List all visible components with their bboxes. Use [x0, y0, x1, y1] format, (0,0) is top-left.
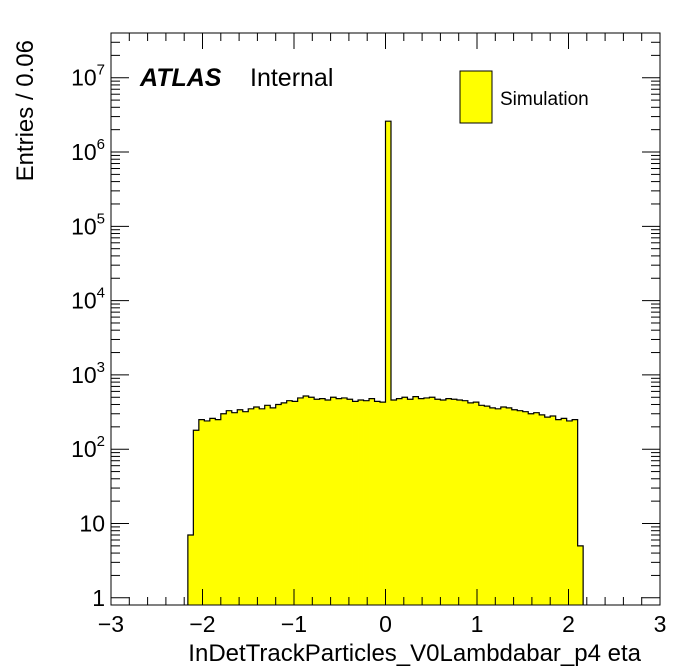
y-tick-label: 10	[79, 511, 105, 537]
histogram-bar	[418, 398, 425, 605]
y-tick-label: 105	[71, 210, 105, 239]
histogram-bar	[423, 397, 430, 605]
histogram-bar	[319, 398, 326, 605]
histogram-bar	[292, 401, 299, 605]
histogram-bar	[358, 399, 364, 605]
histogram-bar	[462, 400, 469, 605]
histogram-bar	[297, 397, 304, 605]
histogram-bar	[325, 399, 331, 605]
histogram-bar	[336, 398, 342, 605]
histogram-bar	[434, 399, 441, 605]
histogram-bar	[264, 405, 271, 605]
histogram-bar	[248, 408, 255, 605]
histogram-bar	[226, 410, 233, 605]
x-axis: −3 −2 −1 0 1 2 3	[98, 33, 667, 637]
histogram-bar	[401, 397, 408, 605]
histogram-bar	[390, 399, 397, 605]
histogram-bar	[522, 411, 529, 605]
histogram-bar	[220, 413, 227, 605]
histogram-outline	[187, 120, 584, 605]
histogram-bar	[352, 401, 359, 605]
histogram-bar	[440, 399, 447, 605]
histogram-bar	[412, 396, 419, 605]
histogram-bar	[193, 430, 200, 605]
histogram-bar	[237, 409, 244, 605]
legend-label: Simulation	[500, 89, 589, 110]
histogram-bar	[456, 399, 463, 605]
x-tick-label: 0	[379, 611, 392, 637]
histogram-bar	[187, 535, 194, 605]
histogram-bar	[478, 405, 485, 605]
histogram-bar	[500, 406, 507, 605]
x-axis-label: InDetTrackParticles_V0Lambdabar_p4 eta	[188, 640, 641, 667]
x-tick-label: 2	[562, 611, 575, 637]
histogram-bar	[489, 407, 496, 605]
histogram-bar	[517, 410, 524, 605]
atlas-label: ATLAS	[139, 64, 222, 92]
internal-label: Internal	[250, 64, 333, 92]
legend-swatch	[459, 70, 493, 124]
histogram-bar	[539, 414, 546, 605]
histogram-bar	[544, 417, 551, 605]
histogram-bar	[467, 402, 474, 605]
histogram-bar	[385, 121, 392, 605]
plot-frame	[110, 32, 661, 606]
histogram-bar	[275, 404, 282, 605]
y-tick-label: 106	[71, 136, 105, 165]
histogram-bar	[484, 406, 491, 605]
histogram-bar	[270, 407, 277, 605]
histogram-bar	[242, 411, 249, 605]
histogram-bar	[341, 397, 348, 605]
histogram-bar	[533, 412, 540, 605]
histogram-bar	[566, 420, 573, 605]
y-tick-label: 1	[92, 585, 105, 611]
histogram-bar	[281, 402, 288, 605]
histogram-bar	[550, 415, 557, 605]
histogram-bar	[215, 419, 222, 605]
histogram-bar	[259, 408, 266, 605]
histogram-bar	[495, 408, 502, 605]
histogram-bar	[572, 419, 579, 605]
histogram-bar	[330, 397, 337, 605]
x-tick-label: −2	[189, 611, 215, 637]
histogram-bar	[198, 419, 205, 605]
histogram-bar	[407, 399, 414, 605]
histogram-bar	[303, 396, 310, 605]
histogram-bar	[204, 420, 211, 605]
histogram-bar	[429, 397, 436, 605]
histogram-bar	[209, 418, 216, 605]
histogram-bar	[374, 401, 381, 605]
histogram-bars	[187, 121, 584, 605]
histogram-bar	[473, 402, 480, 605]
histogram-bar	[555, 419, 562, 605]
histogram-bar	[445, 398, 452, 605]
histogram-bar	[369, 398, 375, 605]
y-tick-label: 107	[71, 62, 105, 91]
y-axis: 1 10 102 103 104 105 106 107	[71, 32, 660, 611]
histogram-bar	[577, 545, 584, 605]
histogram-bar	[286, 400, 293, 605]
histogram-bar	[347, 399, 353, 605]
y-tick-label: 102	[71, 433, 105, 462]
histogram-bar	[511, 409, 518, 605]
histogram-bar	[396, 398, 403, 605]
x-tick-label: −1	[281, 611, 307, 637]
histogram-bar	[308, 397, 315, 605]
histogram-bar	[528, 413, 535, 605]
y-axis-label: Entries / 0.06	[12, 40, 39, 181]
x-tick-label: 1	[471, 611, 484, 637]
y-tick-label: 104	[71, 285, 105, 314]
histogram-bar	[231, 412, 238, 605]
y-tick-label: 103	[71, 359, 105, 388]
x-tick-label: 3	[654, 611, 667, 637]
histogram-bar	[561, 418, 568, 605]
histogram-bar	[363, 400, 370, 605]
histogram-bar	[380, 402, 386, 605]
histogram-bar	[506, 407, 513, 605]
x-tick-label: −3	[98, 611, 124, 637]
histogram-bar	[451, 399, 458, 605]
histogram-bar	[314, 399, 321, 605]
histogram-bar	[253, 406, 260, 605]
